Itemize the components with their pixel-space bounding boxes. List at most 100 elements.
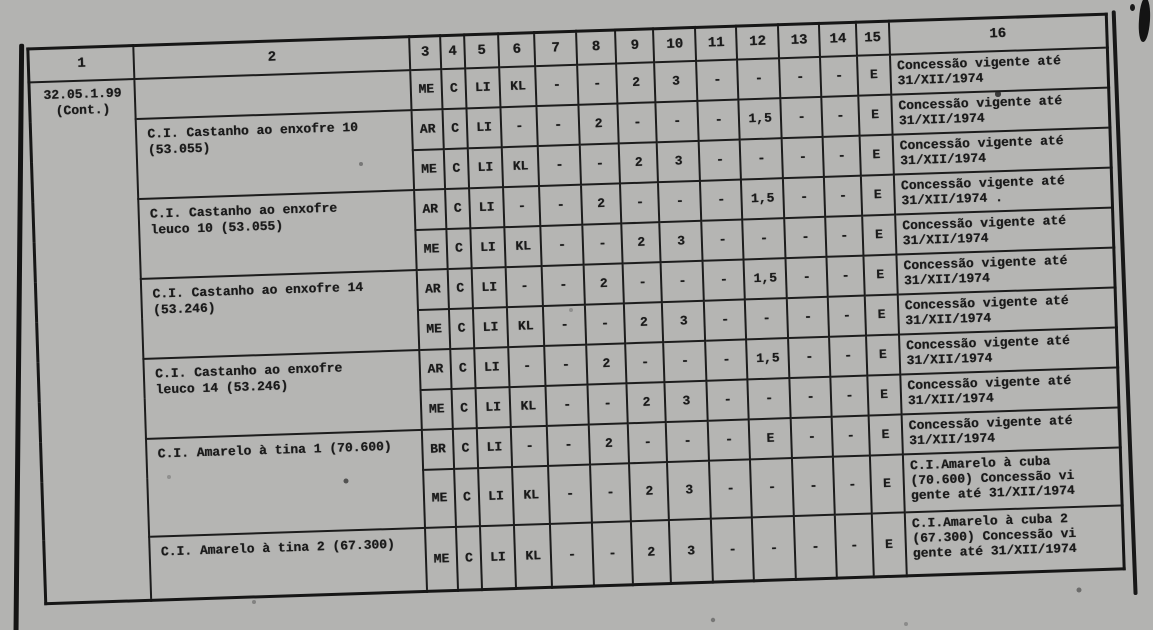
value-cell: 1,5 [743,257,787,299]
concession-cell: Concessão vigente até 31/XII/1974 [898,326,1118,374]
value-cell: E [860,174,895,216]
value-cell: - [778,56,822,98]
value-cell: - [503,185,541,227]
value-cell: E [857,94,893,136]
value-cell: - [625,341,665,383]
value-cell: LI [471,266,507,308]
value-cell: ME [424,526,459,592]
value-cell: C [454,467,480,527]
column-header-5: 5 [463,33,500,68]
value-cell: C [442,107,468,149]
concession-cell: Concessão vigente até 31/XII/1974 [890,87,1110,135]
value-cell: - [544,344,588,386]
column-header-1: 1 [27,45,135,82]
value-cell: E [864,294,899,336]
value-cell: - [655,100,699,142]
value-cell: C [452,427,478,469]
column-header-9: 9 [615,28,655,63]
value-cell: - [831,415,870,457]
value-cell: C [451,387,477,429]
value-cell: 3 [664,380,708,422]
value-cell: 2 [629,461,670,521]
value-cell: - [739,137,783,180]
value-cell: ME [423,468,456,528]
value-cell: - [582,222,623,265]
value-cell: - [579,142,621,185]
concessions-table: 1 2 3 4 5 6 7 8 9 10 11 12 13 14 15 16 [26,12,1126,606]
concession-cell: Concessão vigente até 31/XII/1974 [894,207,1114,255]
scan-artifact-corner-mark [1137,0,1152,43]
value-cell: C [443,147,469,189]
value-cell: E [866,373,902,416]
product-cell: C.I. Castanho ao enxofre leuco 14 (53.24… [143,349,422,439]
value-cell: LI [468,186,505,228]
value-cell: - [707,418,751,461]
value-cell: - [587,382,628,425]
value-cell: C [450,347,476,389]
value-cell: LI [477,466,514,526]
value-cell: - [702,258,746,301]
value-cell: E [865,334,900,376]
value-cell: LI [479,524,517,590]
value-cell: LI [465,66,501,108]
value-cell: - [695,59,739,101]
value-cell: C [441,67,467,109]
value-cell: C [447,267,473,309]
value-cell: 3 [662,300,706,342]
value-cell: ME [415,228,448,270]
concession-cell: Concessão vigente até 31/XII/1974 [889,47,1109,95]
value-cell: KL [499,65,537,107]
value-cell: - [820,55,858,97]
value-cell: 3 [667,460,711,520]
value-cell: - [791,456,836,516]
value-cell: LI [472,306,509,348]
column-header-12: 12 [736,24,779,60]
value-cell: - [780,96,823,138]
value-cell: E [871,511,907,577]
value-cell: - [705,338,748,381]
product-cell: C.I. Amarelo à tina 2 (67.300) [149,527,427,601]
value-cell: - [699,179,743,221]
value-cell: 3 [669,518,713,584]
value-cell: E [859,134,894,176]
value-cell: LI [474,346,510,388]
value-cell: 2 [623,301,664,343]
concession-cell: Concessão vigente até 31/XII/1974 . [893,167,1113,215]
value-cell: KL [506,305,545,347]
value-cell: - [745,297,788,339]
value-cell: - [790,416,834,458]
value-cell: - [781,136,825,178]
value-cell: - [833,455,872,515]
value-cell: - [697,99,740,141]
value-cell: - [822,135,861,177]
value-cell: - [536,104,580,146]
value-cell: KL [509,385,548,427]
product-cell: C.I. Castanho ao enxofre leuco 10 (53.05… [138,189,417,279]
value-cell: - [826,255,865,297]
value-cell: AR [411,108,444,150]
value-cell: 1,5 [738,97,782,140]
value-cell: - [508,345,546,387]
value-cell: KL [513,523,553,589]
value-cell: - [550,522,594,588]
value-cell: - [821,95,860,137]
value-cell: - [661,260,704,302]
value-cell: 2 [631,519,672,585]
value-cell: 2 [616,61,656,103]
value-cell: 2 [583,262,624,305]
value-cell: - [627,421,668,463]
column-header-14: 14 [819,22,857,57]
value-cell: - [708,458,753,519]
value-cell: ME [420,388,453,430]
column-header-15: 15 [855,21,890,56]
value-cell: - [541,264,585,306]
value-cell: E [856,54,891,96]
value-cell: - [620,181,660,223]
product-cell: C.I. Amarelo à tina 1 (70.600) [146,429,425,537]
value-cell: - [539,184,583,226]
group-code-cell: 32.05.1.99 (Cont.) [28,78,152,604]
value-cell: - [547,424,590,466]
value-cell: - [663,340,707,382]
value-cell: E [861,214,897,256]
